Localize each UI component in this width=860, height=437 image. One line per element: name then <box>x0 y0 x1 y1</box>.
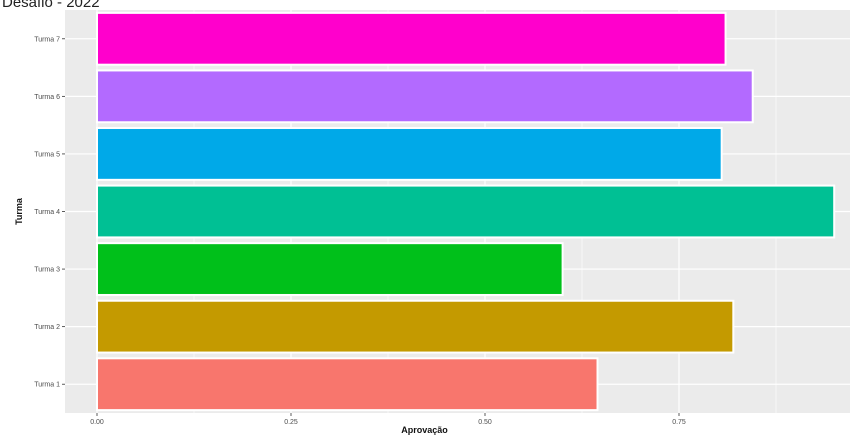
bar-turma-4 <box>96 184 836 239</box>
bar-turma-3 <box>96 242 564 296</box>
y-tick-label: Turma 6 <box>34 94 60 101</box>
bar-turma-6 <box>96 69 754 124</box>
y-tick-label: Turma 3 <box>34 267 60 274</box>
y-tick-label: Turma 5 <box>34 151 60 158</box>
bar-turma-5 <box>96 127 723 181</box>
bars <box>96 11 836 412</box>
y-tick-label: Turma 7 <box>34 36 60 43</box>
y-tick-label: Turma 1 <box>34 382 60 389</box>
x-axis-title: Aprovação <box>401 425 448 435</box>
bar-turma-7 <box>96 11 727 66</box>
bar-turma-2 <box>96 299 735 354</box>
y-tick-label: Turma 4 <box>34 209 60 216</box>
chart-title: Desafio - 2022 <box>2 0 100 11</box>
y-axis-title: Turma <box>14 197 24 225</box>
x-tick-label: 0.50 <box>478 419 492 426</box>
x-tick-label: 0.75 <box>672 419 686 426</box>
y-axis: Turma 1 Turma 2 Turma 3 Turma 4 Turma 5 Turma… <box>34 36 65 389</box>
x-tick-label: 0.25 <box>284 419 298 426</box>
x-axis: 0.00 0.25 0.50 0.75 <box>90 413 686 426</box>
x-tick-label: 0.00 <box>90 419 104 426</box>
bar-turma-1 <box>96 357 599 412</box>
y-tick-label: Turma 2 <box>34 324 60 331</box>
